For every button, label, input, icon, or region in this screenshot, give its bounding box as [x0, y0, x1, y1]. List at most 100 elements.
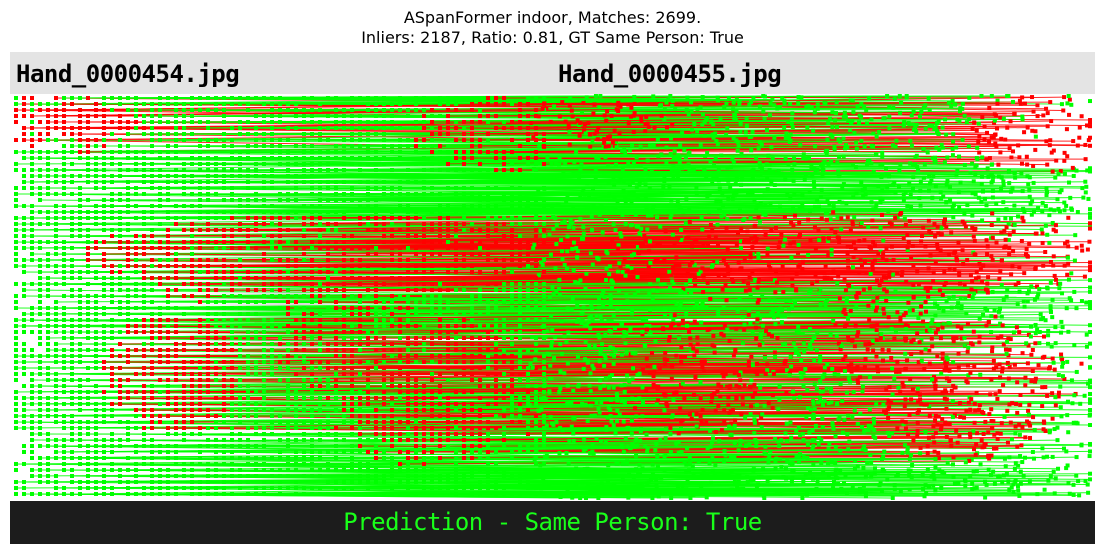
keypoint-marker	[326, 222, 330, 226]
keypoint-marker	[876, 183, 881, 188]
keypoint-marker	[454, 108, 458, 112]
keypoint-marker	[238, 228, 242, 232]
keypoint-marker	[1045, 162, 1050, 167]
keypoint-marker	[792, 162, 797, 167]
keypoint-marker	[689, 108, 694, 113]
keypoint-marker	[1088, 215, 1092, 220]
keypoint-marker	[569, 108, 574, 113]
keypoint-marker	[905, 248, 910, 253]
keypoint-marker	[150, 276, 154, 280]
keypoint-marker	[626, 198, 631, 203]
keypoint-marker	[965, 258, 970, 263]
keypoint-marker	[675, 156, 680, 161]
keypoint-marker	[270, 108, 274, 112]
keypoint-marker	[565, 249, 570, 254]
keypoint-marker	[262, 162, 266, 166]
keypoint-marker	[110, 174, 114, 178]
keypoint-marker	[560, 257, 565, 262]
keypoint-marker	[542, 192, 546, 196]
keypoint-marker	[878, 200, 883, 205]
keypoint-marker	[486, 138, 490, 142]
keypoint-marker	[502, 156, 506, 160]
keypoint-marker	[142, 264, 146, 268]
keypoint-marker	[715, 222, 720, 227]
keypoint-marker	[350, 126, 354, 130]
keypoint-marker	[631, 113, 636, 118]
keypoint-marker	[658, 282, 663, 287]
keypoint-marker	[86, 240, 90, 244]
keypoint-marker	[150, 264, 154, 268]
keypoint-marker	[374, 282, 378, 286]
keypoint-marker	[46, 282, 50, 286]
keypoint-marker	[694, 191, 699, 196]
keypoint-marker	[518, 276, 522, 280]
keypoint-marker	[174, 174, 178, 178]
keypoint-marker	[846, 265, 851, 270]
keypoint-marker	[941, 208, 946, 213]
keypoint-marker	[643, 129, 648, 134]
keypoint-marker	[730, 196, 735, 201]
keypoint-marker	[1020, 114, 1025, 119]
keypoint-marker	[948, 198, 953, 203]
keypoint-marker	[222, 216, 226, 220]
keypoint-marker	[30, 96, 34, 100]
keypoint-marker	[720, 287, 725, 292]
keypoint-marker	[30, 186, 34, 190]
keypoint-marker	[374, 114, 378, 118]
keypoint-marker	[542, 210, 546, 214]
keypoint-marker	[890, 272, 895, 277]
match-line	[543, 169, 1088, 177]
keypoint-marker	[350, 162, 354, 166]
keypoint-marker	[713, 131, 718, 136]
keypoint-marker	[54, 282, 58, 286]
keypoint-marker	[246, 150, 250, 154]
keypoint-marker	[46, 180, 50, 184]
keypoint-marker	[318, 120, 322, 124]
keypoint-marker	[559, 238, 564, 243]
keypoint-marker	[374, 162, 378, 166]
keypoint-marker	[839, 227, 844, 232]
keypoint-marker	[687, 219, 692, 224]
keypoint-marker	[647, 249, 652, 254]
keypoint-marker	[542, 102, 546, 106]
keypoint-marker	[855, 104, 860, 109]
keypoint-marker	[870, 263, 875, 268]
keypoint-marker	[190, 192, 194, 196]
keypoint-marker	[70, 126, 74, 130]
keypoint-marker	[478, 252, 482, 256]
keypoint-marker	[1021, 219, 1026, 224]
keypoint-marker	[755, 203, 760, 208]
keypoint-marker	[613, 162, 618, 167]
keypoint-marker	[739, 227, 744, 232]
keypoint-marker	[238, 102, 242, 106]
keypoint-marker	[549, 162, 554, 167]
keypoint-marker	[462, 126, 466, 130]
keypoint-marker	[593, 179, 598, 184]
keypoint-marker	[746, 281, 751, 286]
keypoint-marker	[454, 288, 458, 292]
keypoint-marker	[86, 270, 90, 274]
keypoint-marker	[647, 239, 652, 244]
keypoint-marker	[414, 150, 418, 154]
keypoint-marker	[414, 126, 418, 130]
keypoint-marker	[939, 196, 944, 201]
keypoint-marker	[70, 210, 74, 214]
keypoint-marker	[334, 150, 338, 154]
keypoint-marker	[542, 222, 546, 226]
keypoint-marker	[262, 102, 266, 106]
keypoint-marker	[270, 144, 274, 148]
keypoint-marker	[446, 186, 450, 190]
keypoint-marker	[695, 129, 700, 134]
keypoint-marker	[604, 266, 609, 271]
keypoint-marker	[206, 216, 210, 220]
keypoint-marker	[302, 288, 306, 292]
keypoint-marker	[126, 192, 130, 196]
keypoint-marker	[62, 168, 66, 172]
keypoint-marker	[214, 162, 218, 166]
match-line	[399, 445, 952, 453]
keypoint-marker	[166, 162, 170, 166]
keypoint-marker	[502, 168, 506, 172]
keypoint-marker	[570, 114, 575, 119]
keypoint-marker	[86, 144, 90, 148]
keypoint-marker	[142, 294, 146, 298]
